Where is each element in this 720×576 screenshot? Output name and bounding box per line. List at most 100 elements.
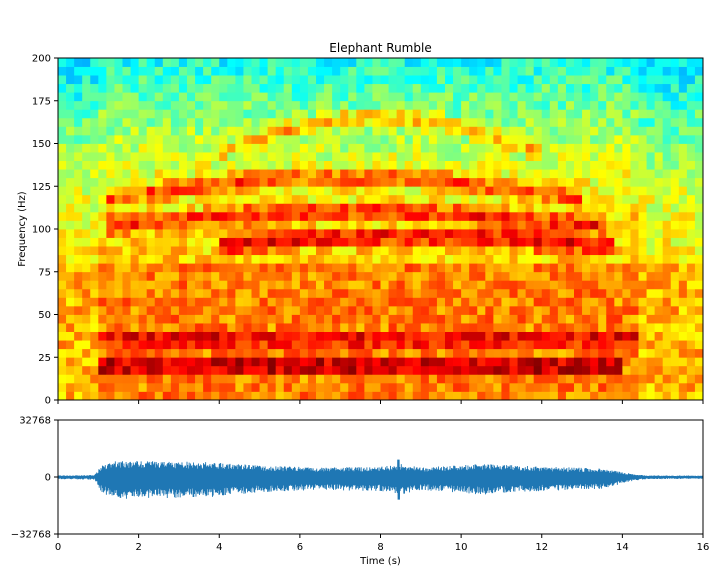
spectrogram-cell <box>98 254 107 264</box>
spectrogram-cell <box>574 263 583 273</box>
spectrogram-cell <box>299 100 309 110</box>
spectrogram-cell <box>235 374 244 384</box>
spectrogram-cell <box>638 152 647 161</box>
spectrogram-cell <box>348 323 357 332</box>
spectrogram-cell <box>58 374 67 384</box>
spectrogram-cell <box>469 382 478 392</box>
spectrogram-cell <box>380 323 389 332</box>
spectrogram-cell <box>219 143 228 153</box>
spectrogram-cell <box>694 263 704 273</box>
spectrogram-cell <box>170 58 180 67</box>
spectrogram-cell <box>694 374 704 384</box>
spectrogram-cell <box>606 280 615 290</box>
spectrogram-cell <box>243 186 252 196</box>
spectrogram-cell <box>227 288 236 298</box>
spectrogram-cell <box>356 194 365 204</box>
spectrogram-cell <box>525 220 535 230</box>
spectrogram-cell <box>606 169 615 179</box>
spectrogram-cell <box>453 263 462 273</box>
spectrogram-cell <box>549 220 559 230</box>
spectrogram-cell <box>235 83 244 93</box>
spectrogram-cell <box>404 357 414 367</box>
spectrogram-cell <box>678 374 688 384</box>
spectrogram-cell <box>146 169 156 179</box>
spectrogram-cell <box>203 365 212 375</box>
spectrogram-cell <box>445 169 454 179</box>
spectrogram-cell <box>436 254 446 264</box>
spectrogram-cell <box>90 331 99 341</box>
spectrogram-cell <box>82 254 91 264</box>
spectrogram-cell <box>630 331 639 341</box>
spectrogram-cell <box>541 340 551 350</box>
spectrogram-cell <box>606 92 615 102</box>
spectrogram-cell <box>445 100 454 110</box>
spectrogram-cell <box>412 66 422 76</box>
spectrogram-cell <box>90 288 99 298</box>
spectrogram-cell <box>541 246 551 256</box>
spectrogram-cell <box>574 331 583 341</box>
spectrogram-cell <box>590 246 599 256</box>
spectrogram-cell <box>477 58 486 67</box>
spectrogram-cell <box>380 280 389 290</box>
spectrogram-y-tick-label: 100 <box>32 225 51 236</box>
spectrogram-cell <box>614 203 623 213</box>
spectrogram-cell <box>533 186 543 196</box>
spectrogram-cell <box>509 357 518 367</box>
spectrogram-cell <box>404 152 414 161</box>
spectrogram-cell <box>638 75 647 85</box>
spectrogram-cell <box>453 211 462 221</box>
spectrogram-cell <box>324 143 333 153</box>
spectrogram-cell <box>203 374 212 384</box>
spectrogram-cell <box>380 160 389 170</box>
spectrogram-cell <box>243 263 252 273</box>
spectrogram-cell <box>372 348 381 358</box>
spectrogram-cell <box>694 203 704 213</box>
spectrogram-cell <box>235 211 244 221</box>
spectrogram-cell <box>130 100 140 110</box>
spectrogram-cell <box>299 357 309 367</box>
spectrogram-cell <box>356 297 365 307</box>
spectrogram-cell <box>420 323 430 332</box>
spectrogram-cell <box>291 211 301 221</box>
spectrogram-cell <box>622 92 631 102</box>
spectrogram-cell <box>662 177 672 187</box>
spectrogram-cell <box>66 237 75 247</box>
spectrogram-cell <box>251 340 260 350</box>
spectrogram-cell <box>678 229 688 238</box>
spectrogram-cell <box>622 83 631 93</box>
spectrogram-cell <box>90 314 99 324</box>
spectrogram-cell <box>565 92 575 102</box>
spectrogram-cell <box>90 66 99 76</box>
spectrogram-cell <box>549 117 559 127</box>
spectrogram-cell <box>324 348 333 358</box>
spectrogram-cell <box>501 357 510 367</box>
spectrogram-cell <box>686 297 696 307</box>
spectrogram-cell <box>477 194 486 204</box>
spectrogram-cell <box>307 288 317 298</box>
spectrogram-cell <box>187 177 196 187</box>
spectrogram-cell <box>501 177 510 187</box>
spectrogram-cell <box>146 126 156 136</box>
spectrogram-cell <box>122 186 131 196</box>
spectrogram-cell <box>114 271 123 281</box>
spectrogram-cell <box>235 331 244 341</box>
spectrogram-cell <box>219 374 228 384</box>
spectrogram-cell <box>678 220 688 230</box>
spectrogram-cell <box>565 134 575 144</box>
spectrogram-cell <box>428 58 438 67</box>
spectrogram-cell <box>275 126 285 136</box>
spectrogram-cell <box>428 348 438 358</box>
spectrogram-cell <box>646 134 656 144</box>
spectrogram-cell <box>694 297 704 307</box>
spectrogram-cell <box>622 263 631 273</box>
spectrogram-cell <box>170 237 180 247</box>
spectrogram-cell <box>122 66 131 76</box>
spectrogram-cell <box>654 75 664 85</box>
spectrogram-cell <box>146 288 156 298</box>
spectrogram-cell <box>469 357 478 367</box>
spectrogram-cell <box>106 246 115 256</box>
spectrogram-cell <box>380 143 389 153</box>
spectrogram-cell <box>251 83 260 93</box>
spectrogram-cell <box>614 374 623 384</box>
spectrogram-cell <box>114 220 123 230</box>
